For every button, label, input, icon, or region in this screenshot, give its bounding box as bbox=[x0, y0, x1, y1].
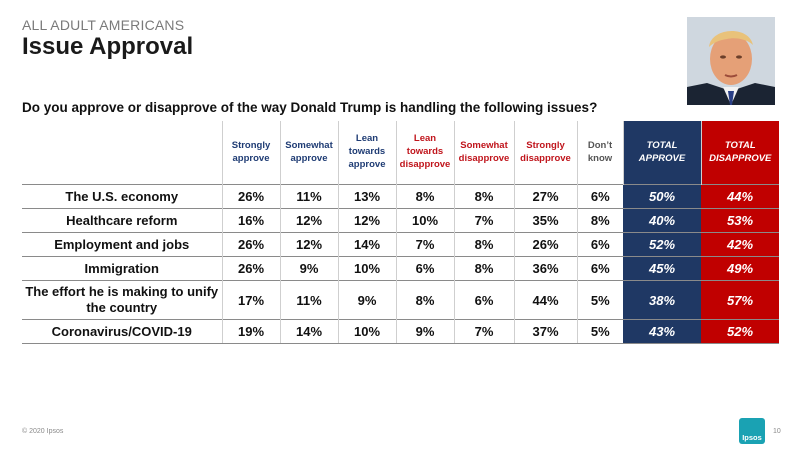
cell-value: 7% bbox=[395, 232, 454, 257]
cell-value: 10% bbox=[337, 256, 396, 281]
cell-value: 14% bbox=[337, 232, 396, 257]
table-row: Immigration 26% 9% 10% 6% 8% 36% 6% 45% … bbox=[22, 256, 779, 281]
portrait-image bbox=[687, 17, 775, 105]
cell-value: 8% bbox=[453, 184, 514, 209]
cell-value: 6% bbox=[576, 232, 623, 257]
table-header-row: Strongly approve Somewhat approve Lean t… bbox=[22, 121, 779, 185]
cell-value: 12% bbox=[279, 232, 338, 257]
header-lean-disapprove: Lean towards disapprove bbox=[395, 121, 454, 185]
row-label: The effort he is making to unify the cou… bbox=[22, 280, 222, 320]
table-row: Healthcare reform 16% 12% 12% 10% 7% 35%… bbox=[22, 208, 779, 233]
header-total-approve: TOTAL APPROVE bbox=[622, 121, 701, 185]
cell-total-approve: 45% bbox=[623, 256, 701, 281]
section-kicker: ALL ADULT AMERICANS bbox=[22, 17, 185, 33]
cell-value: 36% bbox=[513, 256, 577, 281]
cell-value: 10% bbox=[337, 319, 396, 344]
row-label: Immigration bbox=[22, 256, 222, 281]
cell-value: 26% bbox=[221, 184, 280, 209]
approval-table: Strongly approve Somewhat approve Lean t… bbox=[22, 121, 779, 344]
row-label: The U.S. economy bbox=[22, 184, 222, 209]
cell-value: 6% bbox=[576, 184, 623, 209]
header-somewhat-disapprove: Somewhat disapprove bbox=[453, 121, 514, 185]
cell-value: 19% bbox=[221, 319, 280, 344]
cell-total-disapprove: 57% bbox=[701, 280, 779, 320]
cell-value: 7% bbox=[453, 208, 514, 233]
cell-total-approve: 43% bbox=[623, 319, 701, 344]
cell-value: 8% bbox=[395, 280, 454, 320]
cell-total-disapprove: 52% bbox=[701, 319, 779, 344]
cell-value: 11% bbox=[279, 280, 338, 320]
cell-value: 10% bbox=[395, 208, 454, 233]
cell-value: 35% bbox=[513, 208, 577, 233]
cell-value: 6% bbox=[453, 280, 514, 320]
cell-value: 5% bbox=[576, 280, 623, 320]
cell-value: 17% bbox=[221, 280, 280, 320]
cell-value: 9% bbox=[395, 319, 454, 344]
ipsos-logo: Ipsos bbox=[739, 418, 765, 444]
cell-total-disapprove: 49% bbox=[701, 256, 779, 281]
cell-value: 9% bbox=[279, 256, 338, 281]
cell-value: 9% bbox=[337, 280, 396, 320]
cell-total-approve: 50% bbox=[623, 184, 701, 209]
cell-value: 7% bbox=[453, 319, 514, 344]
cell-value: 26% bbox=[221, 256, 280, 281]
page-title: Issue Approval bbox=[22, 33, 194, 60]
table-row: Coronavirus/COVID-19 19% 14% 10% 9% 7% 3… bbox=[22, 319, 779, 344]
cell-value: 12% bbox=[279, 208, 338, 233]
cell-total-disapprove: 44% bbox=[701, 184, 779, 209]
copyright-notice: © 2020 Ipsos bbox=[22, 428, 64, 435]
cell-value: 6% bbox=[395, 256, 454, 281]
cell-value: 11% bbox=[279, 184, 338, 209]
header-lean-approve: Lean towards approve bbox=[337, 121, 396, 185]
cell-value: 6% bbox=[576, 256, 623, 281]
cell-value: 8% bbox=[576, 208, 623, 233]
cell-value: 8% bbox=[395, 184, 454, 209]
cell-total-disapprove: 42% bbox=[701, 232, 779, 257]
cell-value: 16% bbox=[221, 208, 280, 233]
header-item-column bbox=[22, 121, 222, 185]
header-somewhat-approve: Somewhat approve bbox=[279, 121, 338, 185]
cell-value: 37% bbox=[513, 319, 577, 344]
table-row: Employment and jobs 26% 12% 14% 7% 8% 26… bbox=[22, 232, 779, 257]
table-row: The U.S. economy 26% 11% 13% 8% 8% 27% 6… bbox=[22, 184, 779, 209]
cell-value: 8% bbox=[453, 232, 514, 257]
row-label: Employment and jobs bbox=[22, 232, 222, 257]
cell-value: 8% bbox=[453, 256, 514, 281]
portrait-photo bbox=[687, 17, 775, 105]
cell-value: 44% bbox=[513, 280, 577, 320]
row-label: Healthcare reform bbox=[22, 208, 222, 233]
cell-total-disapprove: 53% bbox=[701, 208, 779, 233]
cell-value: 12% bbox=[337, 208, 396, 233]
table-row: The effort he is making to unify the cou… bbox=[22, 280, 779, 320]
header-strongly-approve: Strongly approve bbox=[221, 121, 280, 185]
cell-value: 27% bbox=[513, 184, 577, 209]
cell-value: 5% bbox=[576, 319, 623, 344]
header-total-disapprove: TOTAL DISAPPROVE bbox=[700, 121, 779, 185]
cell-total-approve: 40% bbox=[623, 208, 701, 233]
cell-value: 26% bbox=[221, 232, 280, 257]
page-number: 10 bbox=[773, 428, 781, 435]
cell-value: 13% bbox=[337, 184, 396, 209]
header-strongly-disapprove: Strongly disapprove bbox=[513, 121, 577, 185]
cell-total-approve: 38% bbox=[623, 280, 701, 320]
cell-value: 26% bbox=[513, 232, 577, 257]
row-label: Coronavirus/COVID-19 bbox=[22, 319, 222, 344]
cell-total-approve: 52% bbox=[623, 232, 701, 257]
cell-value: 14% bbox=[279, 319, 338, 344]
header-dont-know: Don’t know bbox=[576, 121, 623, 185]
survey-question: Do you approve or disapprove of the way … bbox=[22, 100, 598, 115]
